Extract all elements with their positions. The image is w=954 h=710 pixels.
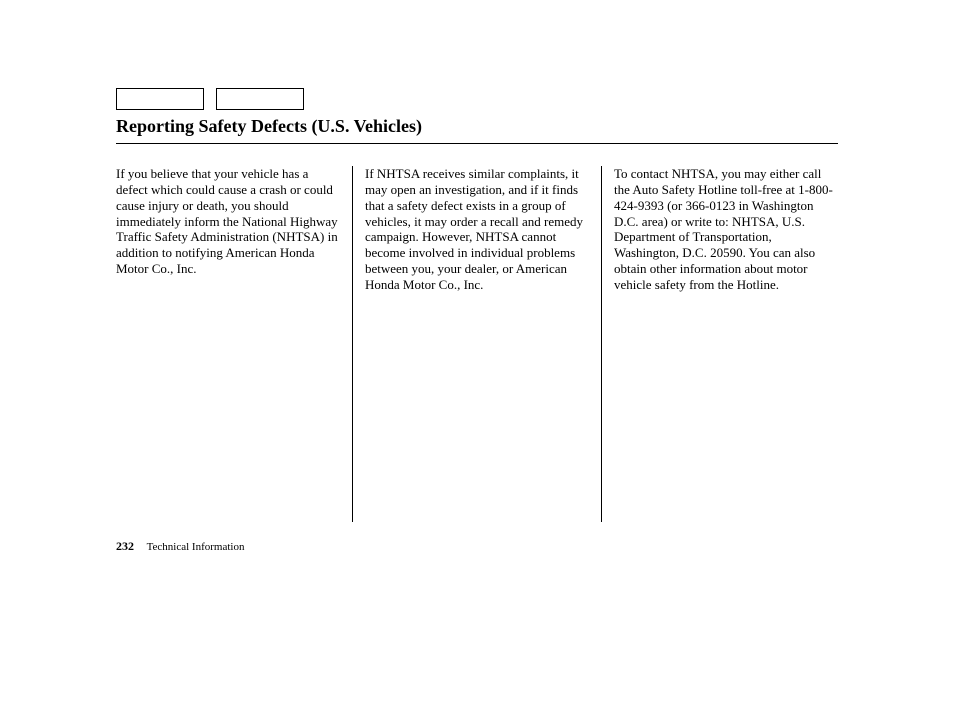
top-box-row xyxy=(116,88,838,110)
column-2: If NHTSA receives similar com­plaints, i… xyxy=(353,166,601,522)
column-2-text: If NHTSA receives similar com­plaints, i… xyxy=(365,166,589,293)
column-1: If you believe that your vehicle has a d… xyxy=(116,166,352,522)
column-3-text: To contact NHTSA, you may either call th… xyxy=(614,166,838,293)
section-label: Technical Information xyxy=(147,541,245,553)
reference-box-1 xyxy=(116,88,204,110)
body-columns: If you believe that your vehicle has a d… xyxy=(116,166,838,522)
page-title: Reporting Safety Defects (U.S. Vehicles) xyxy=(116,116,838,144)
column-1-text: If you believe that your vehicle has a d… xyxy=(116,166,340,277)
reference-box-2 xyxy=(216,88,304,110)
page-number: 232 xyxy=(116,539,134,553)
manual-page: Reporting Safety Defects (U.S. Vehicles)… xyxy=(0,0,954,710)
column-3: To contact NHTSA, you may either call th… xyxy=(602,166,838,522)
page-footer: 232 Technical Information xyxy=(116,539,244,554)
